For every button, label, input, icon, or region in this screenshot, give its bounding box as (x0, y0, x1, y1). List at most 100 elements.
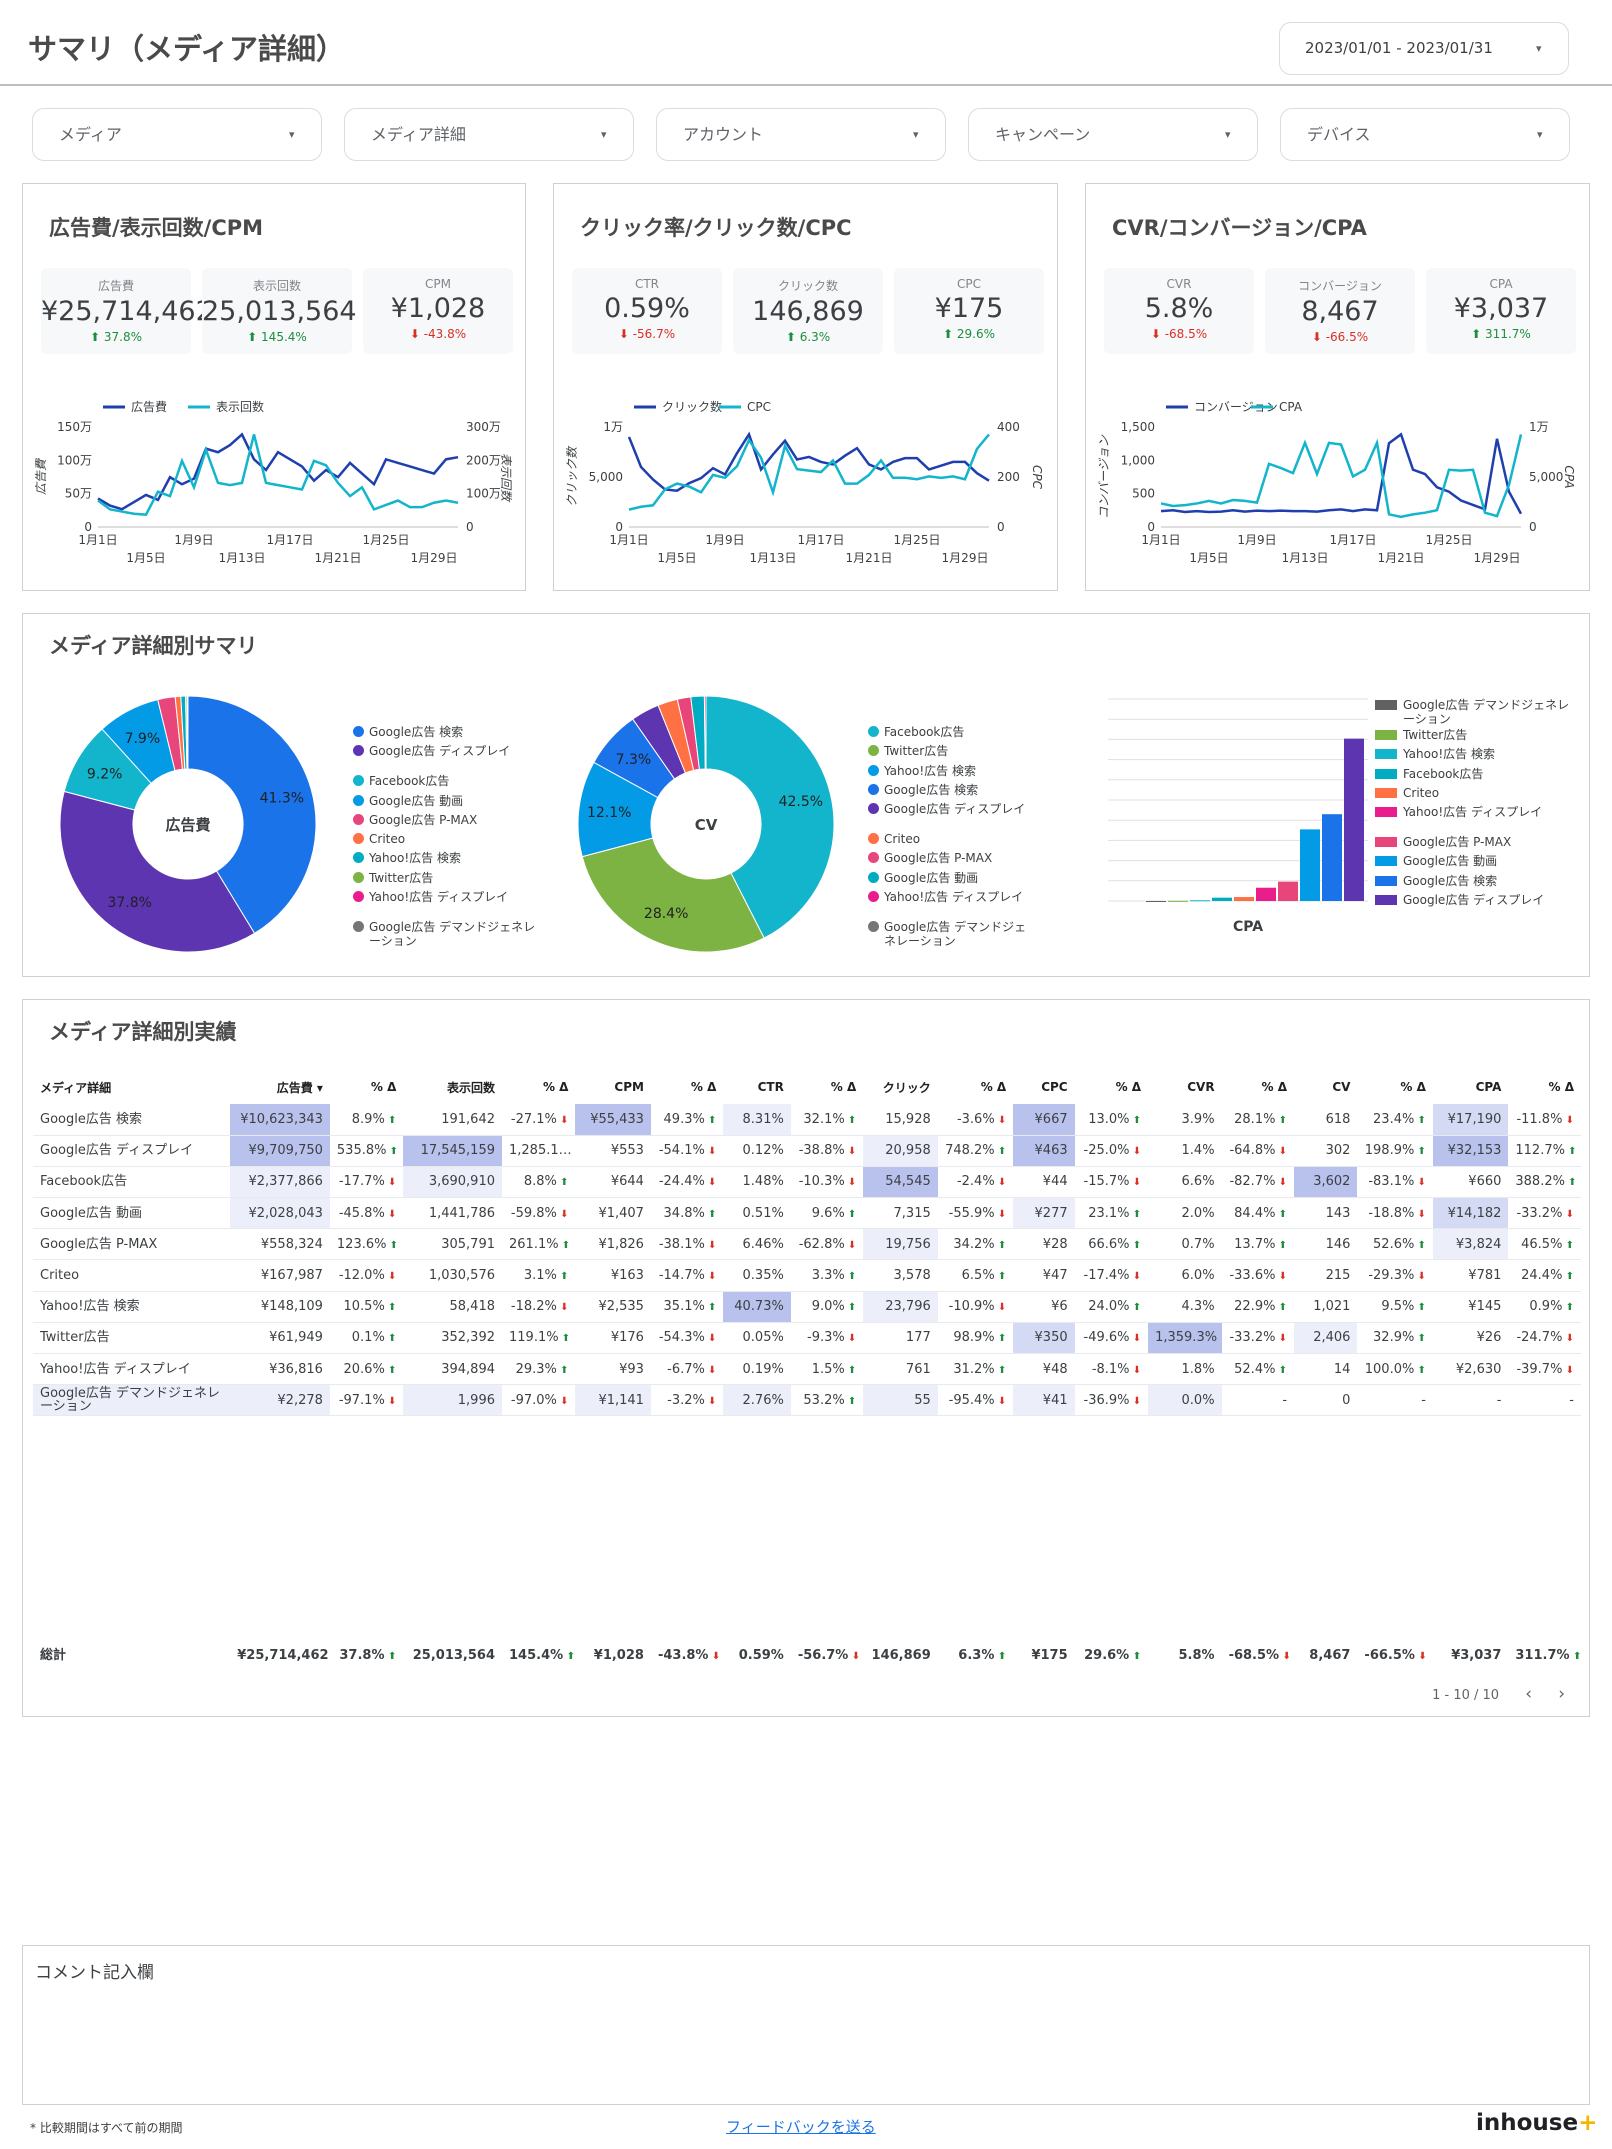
cell-value: 23.1% (1088, 1205, 1130, 1221)
table-cell: 6.5% ⬆ (937, 1259, 1014, 1292)
kpi-delta-value: 311.7% (1485, 327, 1531, 341)
table-row[interactable]: Twitter広告 ¥61,949 0.1% ⬆ 352,392 119.1% ⬆ ¥17… (33, 1322, 1581, 1355)
table-cell: 98.9% ⬆ (937, 1322, 1014, 1355)
y-tick-left: 0 (1147, 520, 1155, 534)
series-line-right (628, 433, 990, 511)
media-detail-table: メディア詳細 広告費 ▾ % Δ 表示回数 % Δ CPM % Δ CTR % Δ クリック % Δ… (33, 1070, 1581, 1417)
filter-media[interactable]: メディア ▾ (32, 108, 322, 161)
table-cell: 191,642 (403, 1104, 502, 1136)
legend-item: Google広告 動画 (1375, 854, 1575, 873)
arrow-up-icon: ⬆ (563, 1651, 576, 1663)
prev-page-icon[interactable]: ‹ (1525, 1684, 1533, 1704)
cell-value: 6.5% (961, 1268, 995, 1284)
arrow-up-icon: ⬆ (1414, 1146, 1426, 1158)
arrow-down-icon: ⬇ (704, 1271, 717, 1283)
arrow-down-icon: ⬇ (994, 1177, 1007, 1189)
comment-box[interactable]: コメント記入欄 (22, 1945, 1590, 2105)
arrow-down-icon: ⬇ (384, 1177, 397, 1189)
panel-table: メディア詳細別実績 メディア詳細 広告費 ▾ % Δ 表示回数 % Δ CPM % Δ CTR… (22, 999, 1590, 1717)
cell-value: 618 (1325, 1111, 1351, 1127)
x-tick: 1月1日 (609, 533, 648, 547)
arrow-down-icon: ⬇ (409, 327, 424, 341)
table-row[interactable]: Criteo ¥167,987 -12.0% ⬇ 1,030,576 3.1% ⬆ ¥16… (33, 1259, 1581, 1292)
table-cell: 35.1% ⬆ (650, 1291, 724, 1323)
totals-value: 8,467 (1309, 1648, 1351, 1664)
table-cell: 198.9% ⬆ (1357, 1135, 1433, 1167)
table-cell: 618 (1294, 1104, 1358, 1136)
arrow-up-icon: ⬆ (556, 1364, 569, 1376)
table-cell: 100.0% ⬆ (1357, 1353, 1433, 1386)
arrow-down-icon: ⬇ (1562, 1114, 1574, 1126)
table-row[interactable]: Google広告 ディスプレイ ¥9,709,750 535.8% ⬆ 17,545,… (33, 1135, 1581, 1167)
legend-item: Google広告 動画 (353, 794, 543, 813)
legend-label: Yahoo!広告 ディスプレイ (369, 890, 509, 905)
table-cell: 13.7% ⬆ (1221, 1228, 1295, 1261)
legend-item: Google広告 ディスプレイ (868, 802, 1038, 832)
cell-value: 32.1% (803, 1111, 845, 1127)
kpi-delta-value: -66.5% (1325, 330, 1369, 344)
cell-value: 8.8% (523, 1174, 557, 1190)
cell-value: ¥644 (610, 1174, 644, 1190)
cpa-bar (1212, 897, 1232, 901)
x-tick: 1月5日 (657, 551, 696, 565)
table-cell: -39.7% ⬇ (1508, 1353, 1581, 1386)
filter-device[interactable]: デバイス ▾ (1280, 108, 1570, 161)
cell-value: ¥667 (1034, 1111, 1068, 1127)
table-row[interactable]: Google広告 P-MAX ¥558,324 123.6% ⬆ 305,791 261… (33, 1228, 1581, 1261)
panel-title: 広告費/表示回数/CPM (49, 216, 264, 240)
next-page-icon[interactable]: › (1558, 1684, 1565, 1704)
table-cell: 3.9% (1148, 1104, 1222, 1136)
column-header[interactable]: 広告費 ▾ (276, 1080, 323, 1095)
table-cell: 1.5% ⬆ (790, 1353, 864, 1386)
legend-label: Google広告 P-MAX (369, 812, 478, 827)
cell-value: -83.1% (1368, 1174, 1415, 1190)
table-cell: -25.0% ⬇ (1074, 1135, 1149, 1167)
filter-media-detail[interactable]: メディア詳細 ▾ (344, 108, 634, 161)
arrow-down-icon: ⬇ (844, 1146, 857, 1158)
inhouse-logo: inhouse+ (1476, 2110, 1597, 2136)
table-cell: ¥176 (575, 1322, 651, 1355)
kpi-delta: ⬇ -68.5% (1104, 327, 1254, 341)
table-row[interactable]: Google広告 検索 ¥10,623,343 8.9% ⬆ 191,642 -27.1… (33, 1104, 1581, 1136)
y-tick-right: 0 (1529, 520, 1537, 534)
date-range-picker[interactable]: 2023/01/01 - 2023/01/31 ▾ (1279, 22, 1569, 75)
feedback-link[interactable]: フィードバックを送る (726, 2118, 876, 2136)
table-cell: 84.4% ⬆ (1221, 1197, 1295, 1230)
column-header: CVR (1187, 1080, 1215, 1094)
filter-campaign[interactable]: キャンペーン ▾ (968, 108, 1258, 161)
slice-label: 12.1% (587, 805, 631, 821)
cell-value: 24.4% (1521, 1268, 1563, 1284)
table-row[interactable]: Yahoo!広告 検索 ¥148,109 10.5% ⬆ 58,418 -18.2% ⬇… (33, 1291, 1581, 1323)
table-title: メディア詳細別実績 (49, 1020, 237, 1044)
table-row[interactable]: Facebook広告 ¥2,377,866 -17.7% ⬇ 3,690,910 8.8… (33, 1166, 1581, 1199)
kpi-card: 表示回数 25,013,564 ⬆ 145.4% (202, 268, 357, 354)
pagination: 1 - 10 / 10 ‹ › (1432, 1684, 1565, 1704)
kpi-delta: ⬆ 37.8% (41, 330, 191, 344)
table-row[interactable]: Google広告 デマンドジェネレーション ¥2,278 -97.1% ⬇ 1,996… (33, 1384, 1581, 1417)
table-cell: 1.48% (723, 1166, 791, 1199)
totals-cell: ¥3,037 (1433, 1640, 1508, 1671)
table-cell: ¥2,630 (1432, 1353, 1509, 1386)
cell-value: 58,418 (449, 1299, 496, 1315)
table-cell: 261.1% ⬆ (502, 1228, 576, 1261)
arrow-up-icon: ⬆ (1564, 1177, 1577, 1189)
cell-value: -18.2% (510, 1299, 557, 1315)
cell-value: 261.1% (509, 1236, 559, 1252)
arrow-down-icon: ⬇ (844, 1239, 857, 1251)
arrow-down-icon: ⬇ (1129, 1271, 1142, 1283)
table-cell: ¥148,109 (230, 1291, 330, 1323)
legend-item: Google広告 検索 (1375, 874, 1575, 893)
cell-value: 8.9% (351, 1111, 385, 1127)
arrow-up-icon: ⬆ (556, 1271, 569, 1283)
table-cell: 761 (863, 1353, 938, 1386)
table-cell: 7,315 (863, 1197, 938, 1230)
table-cell: -33.6% ⬇ (1221, 1259, 1295, 1292)
table-cell: 9.6% ⬆ (790, 1197, 864, 1230)
table-row[interactable]: Google広告 動画 ¥2,028,043 -45.8% ⬇ 1,441,786 -5… (33, 1197, 1581, 1230)
filter-label: メディア (59, 125, 122, 144)
kpi-delta: ⬇ -56.7% (572, 327, 722, 341)
totals-table: 総計 ¥25,714,462 37.8% ⬆ 25,013,564 145.4% ⬆ ¥1… (33, 1640, 1581, 1671)
filter-account[interactable]: アカウント ▾ (656, 108, 946, 161)
table-cell: ¥145 (1432, 1291, 1509, 1323)
table-row[interactable]: Yahoo!広告 ディスプレイ ¥36,816 20.6% ⬆ 394,894 29.3… (33, 1353, 1581, 1386)
